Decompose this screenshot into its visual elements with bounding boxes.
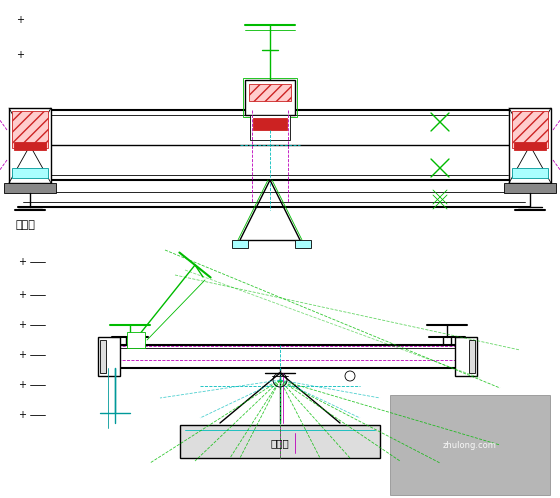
Bar	[98, 337, 120, 376]
Bar	[469, 340, 475, 373]
Bar	[180, 425, 380, 458]
Bar	[14, 142, 46, 150]
Bar	[504, 183, 556, 193]
Bar	[509, 108, 551, 183]
Text: +: +	[18, 350, 26, 360]
Text: +: +	[18, 257, 26, 267]
Text: +: +	[16, 15, 24, 25]
Bar	[100, 340, 106, 373]
Text: +: +	[18, 380, 26, 390]
Text: +: +	[16, 50, 24, 60]
Circle shape	[187, 432, 197, 442]
Bar	[295, 240, 311, 248]
Bar	[455, 337, 477, 376]
Bar	[245, 80, 295, 115]
Bar	[12, 111, 48, 148]
Bar	[253, 118, 287, 130]
Bar	[512, 168, 548, 178]
Bar	[249, 84, 291, 101]
Bar	[12, 168, 48, 178]
Bar	[4, 183, 56, 193]
Bar	[9, 108, 51, 183]
Text: +: +	[18, 320, 26, 330]
Text: +: +	[18, 290, 26, 300]
Bar	[390, 395, 550, 495]
Bar	[514, 142, 546, 150]
Text: zhulong.com: zhulong.com	[443, 441, 497, 450]
Bar	[127, 332, 145, 348]
Bar	[512, 111, 548, 148]
Text: 定位胎: 定位胎	[15, 220, 35, 230]
Bar	[243, 78, 297, 117]
Bar	[250, 115, 290, 140]
Circle shape	[363, 432, 373, 442]
Text: 组煊胎: 组煊胎	[270, 439, 290, 449]
Bar	[232, 240, 248, 248]
Text: +: +	[18, 410, 26, 420]
